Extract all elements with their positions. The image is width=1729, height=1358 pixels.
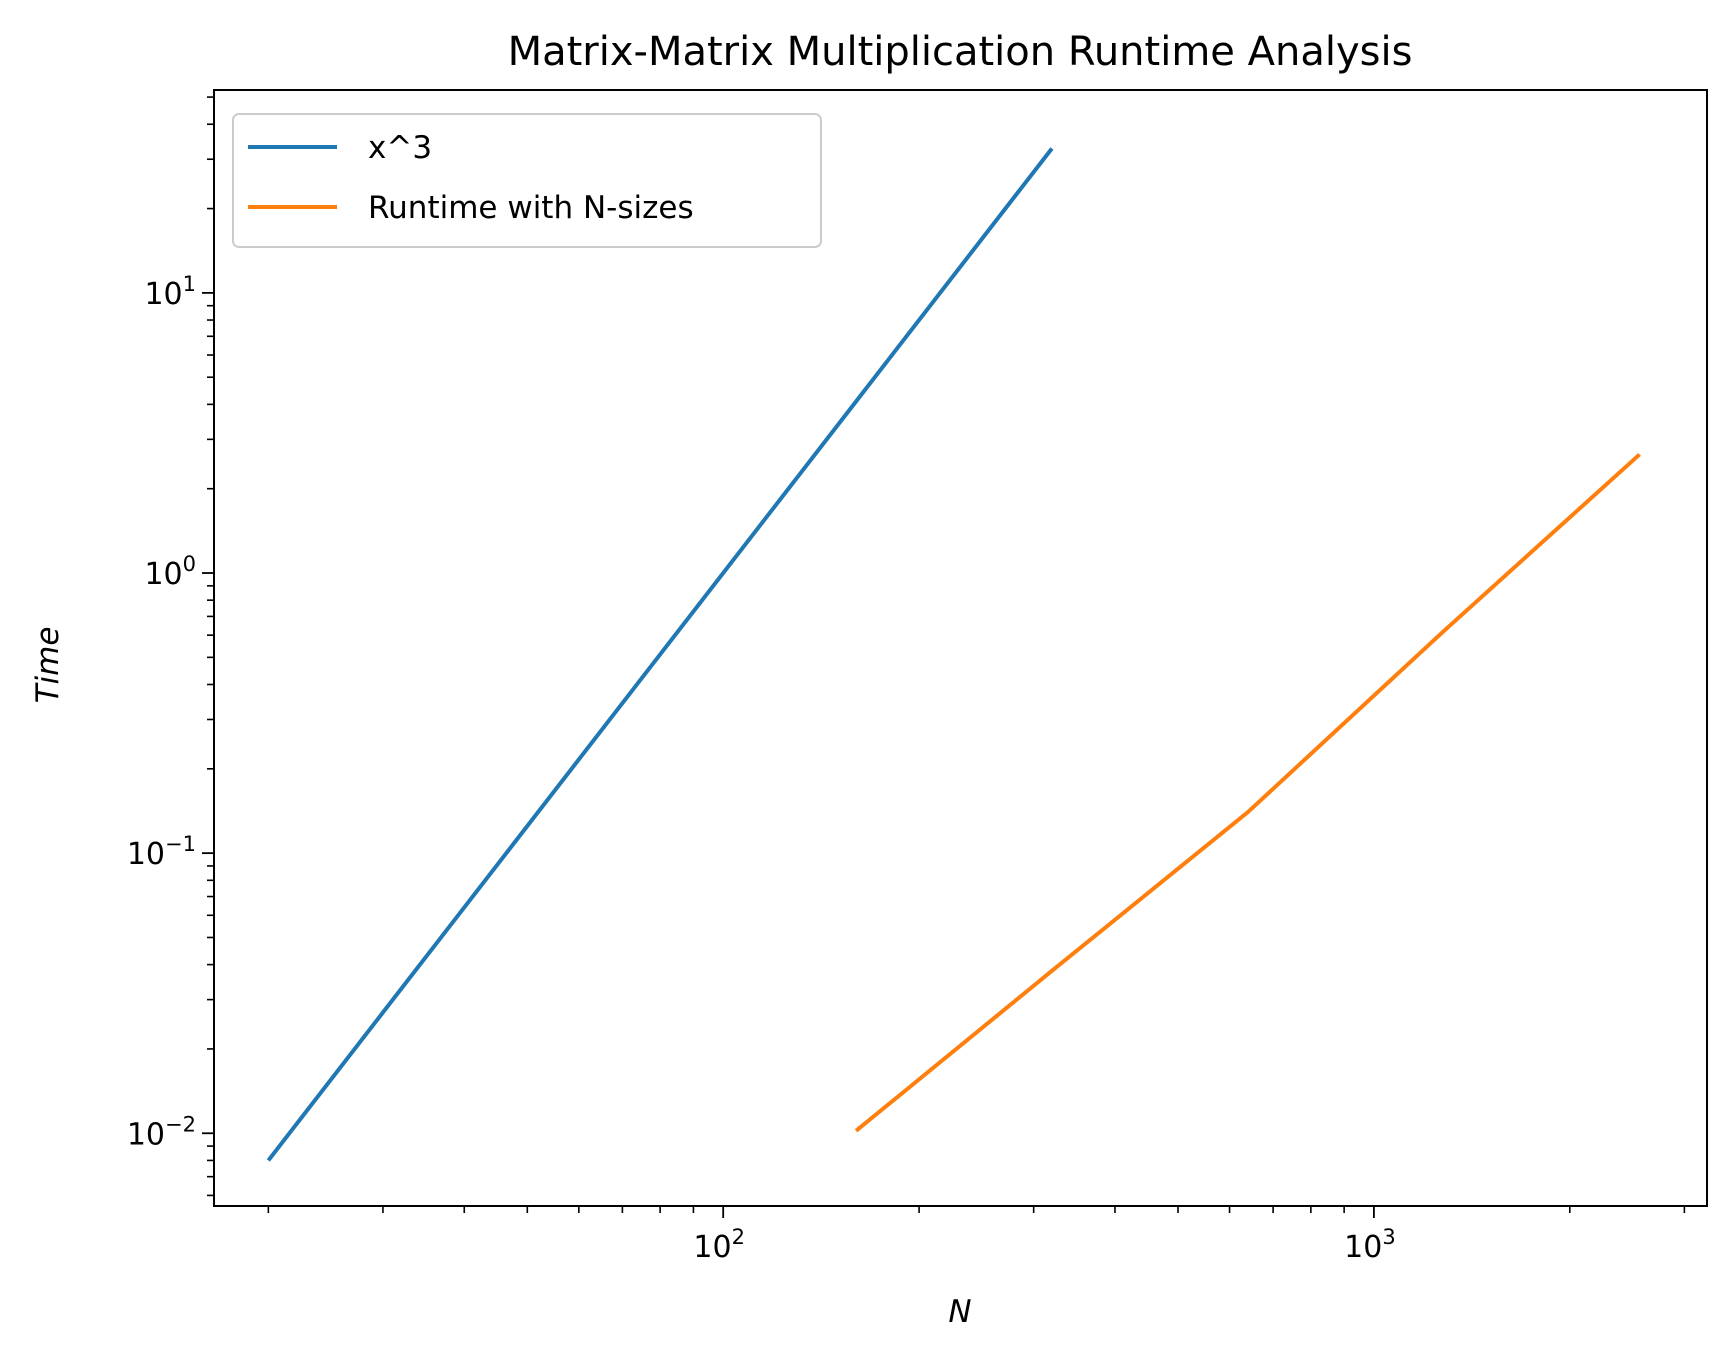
ticks-layer: 102 103 10−2 10−1 100 101 [127,96,1686,1265]
x-tick-label: 103 [1344,1225,1396,1265]
y-tick-label: 10−1 [127,832,196,872]
legend-label-series-2: Runtime with N-sizes [368,190,694,226]
x-tick-label: 102 [693,1225,745,1265]
legend-label-series-1: x^3 [368,130,432,166]
chart-title: Matrix-Matrix Multiplication Runtime Ana… [508,29,1413,75]
series-line-2 [854,452,1641,1133]
series-layer [266,147,1641,1162]
y-tick-label: 10−2 [127,1112,196,1152]
plot-area-frame [213,89,1708,1207]
y-tick-label: 100 [144,552,196,592]
y-axis-label: Time [30,627,66,704]
series-line-1 [266,147,1054,1162]
legend: x^3 Runtime with N-sizes [232,113,822,248]
legend-box [232,113,822,248]
x-axis-label: N [948,1294,971,1330]
y-tick-label: 101 [144,272,196,312]
